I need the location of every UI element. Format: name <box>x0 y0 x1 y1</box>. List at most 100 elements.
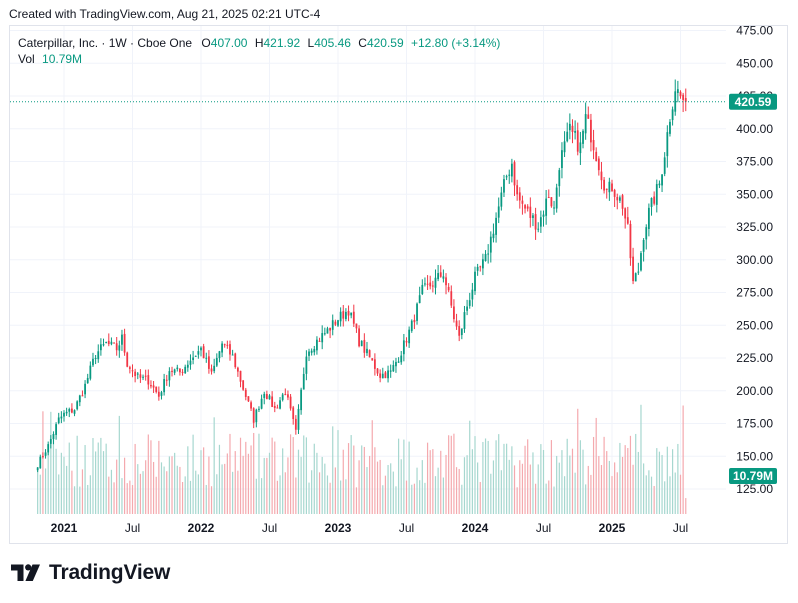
volume-bar <box>376 461 379 514</box>
volume-bar <box>258 433 260 514</box>
volume-bar <box>60 452 62 514</box>
volume-bar <box>147 434 149 514</box>
candle-body <box>326 328 329 334</box>
brand-name: TradingView <box>49 561 171 584</box>
candle-body <box>350 312 353 316</box>
candle-body <box>571 125 574 133</box>
candle-body <box>279 400 281 409</box>
volume-bar <box>411 484 413 514</box>
candle-body <box>682 94 685 100</box>
candle-body <box>86 377 89 384</box>
y-tick-label: 400.00 <box>736 122 773 136</box>
candle-body <box>684 98 687 102</box>
candle-body <box>287 394 289 398</box>
candle-body <box>134 371 137 377</box>
candle-body <box>221 343 223 353</box>
candle-body <box>590 119 592 143</box>
candle-body <box>337 320 339 326</box>
candle-body <box>339 311 342 322</box>
candle-body <box>611 183 613 192</box>
candle-body <box>579 142 582 154</box>
candle-body <box>547 197 550 199</box>
volume-bar <box>37 470 39 514</box>
volume-bar <box>295 477 297 514</box>
candle-body <box>68 409 71 412</box>
candle-body <box>624 208 627 219</box>
candle-body <box>250 402 252 409</box>
volume-bar <box>434 476 437 514</box>
y-tick-label: 250.00 <box>736 318 773 332</box>
candle-body <box>371 358 374 361</box>
candle-body <box>247 396 250 402</box>
volume-bar <box>387 465 389 514</box>
y-tick-label: 275.00 <box>736 286 773 300</box>
volume-bar <box>242 455 244 514</box>
volume-bar <box>353 445 355 514</box>
candle-body <box>144 375 147 377</box>
volume-bar <box>529 464 531 514</box>
volume-bar <box>500 470 502 514</box>
volume-bar <box>271 437 273 514</box>
volume-bar <box>108 476 110 514</box>
candle-body <box>366 348 368 354</box>
volume-bar <box>250 445 252 514</box>
candle-body <box>139 374 142 378</box>
candle-body <box>92 358 94 366</box>
volume-bar <box>426 442 429 514</box>
candle-body <box>297 408 300 430</box>
legend-volume-label: Vol <box>18 52 35 66</box>
candle-body <box>78 395 81 403</box>
x-tick-label: 2025 <box>599 521 626 535</box>
legend-close-label: C <box>358 36 367 50</box>
volume-bar <box>73 486 76 514</box>
y-tick-label: 350.00 <box>736 187 773 201</box>
candle-body <box>265 393 268 400</box>
candle-body <box>400 355 403 363</box>
candle-body <box>429 282 432 287</box>
volume-bar <box>635 433 637 514</box>
volume-bars <box>37 404 687 514</box>
candle-body <box>39 456 42 469</box>
volume-bar <box>534 483 537 514</box>
chart-caption: Created with TradingView.com, Aug 21, 20… <box>9 7 321 21</box>
candle-body <box>52 433 55 440</box>
candle-body <box>605 188 608 190</box>
volume-bar <box>334 467 336 514</box>
volume-bar <box>458 468 460 514</box>
volume-bar <box>305 437 307 514</box>
candle-body <box>258 408 260 410</box>
x-tick-label: 2021 <box>51 521 78 535</box>
volume-bar <box>482 441 484 514</box>
volume-bar <box>484 438 487 514</box>
candle-body <box>539 217 542 227</box>
volume-bar <box>187 446 189 514</box>
volume-bar <box>400 459 402 514</box>
x-tick-label: Jul <box>536 521 551 535</box>
volume-bar <box>527 439 529 514</box>
volume-bar <box>84 445 86 514</box>
candle-body <box>147 375 150 385</box>
candle-body <box>152 385 155 388</box>
volume-bar <box>671 449 674 514</box>
candle-body <box>97 351 100 360</box>
tradingview-logo[interactable]: TradingView <box>11 561 170 585</box>
volume-bar <box>477 462 479 514</box>
legend-change: +12.80 (+3.14%) <box>410 36 501 50</box>
volume-bar <box>506 443 508 514</box>
volume-bar <box>471 449 473 514</box>
volume-bar <box>371 420 373 514</box>
y-tick-label: 150.00 <box>736 449 773 463</box>
volume-bar <box>579 440 581 514</box>
volume-bar <box>166 471 168 514</box>
volume-bar <box>619 442 621 514</box>
price-chart[interactable]: 475.00450.00425.00400.00375.00350.00325.… <box>0 0 798 545</box>
volume-bar <box>303 435 305 514</box>
volume-bar <box>495 440 497 514</box>
volume-bar <box>224 463 226 514</box>
candle-body <box>105 342 108 344</box>
candle-body <box>653 196 656 204</box>
candle-body <box>113 342 115 344</box>
candle-body <box>521 200 524 204</box>
candle-body <box>471 289 474 300</box>
candle-body <box>566 131 569 142</box>
